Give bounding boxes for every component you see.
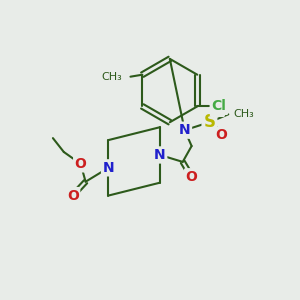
Text: O: O: [67, 189, 79, 202]
Text: S: S: [203, 113, 215, 131]
Text: N: N: [179, 123, 190, 137]
Text: Cl: Cl: [212, 99, 226, 113]
Text: N: N: [154, 148, 166, 162]
Text: CH₃: CH₃: [102, 72, 122, 82]
Text: N: N: [103, 161, 114, 175]
Text: CH₃: CH₃: [233, 109, 254, 119]
Text: O: O: [186, 170, 197, 184]
Text: O: O: [75, 157, 87, 171]
Text: O: O: [212, 101, 223, 116]
Text: O: O: [215, 128, 227, 142]
